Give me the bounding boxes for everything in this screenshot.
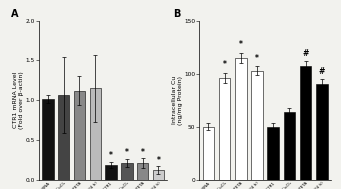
Bar	[74, 91, 85, 180]
Bar	[284, 112, 295, 180]
Bar	[58, 95, 69, 180]
Text: *: *	[157, 156, 160, 165]
Bar	[121, 163, 133, 180]
Y-axis label: CTR1 mRNA Level
(Fold over β-actin): CTR1 mRNA Level (Fold over β-actin)	[14, 71, 24, 129]
Text: *: *	[239, 40, 243, 49]
Text: *: *	[223, 60, 226, 70]
Bar	[219, 78, 231, 180]
Text: A: A	[11, 9, 18, 19]
Text: #: #	[319, 67, 325, 76]
Bar	[203, 127, 214, 180]
Bar	[90, 88, 101, 180]
Text: *: *	[141, 148, 145, 157]
Text: *: *	[109, 151, 113, 160]
Bar	[300, 66, 311, 180]
Bar	[42, 99, 54, 180]
Bar	[137, 163, 148, 180]
Text: *: *	[125, 148, 129, 157]
Text: B: B	[173, 9, 181, 19]
Bar	[251, 70, 263, 180]
Text: *: *	[255, 54, 259, 63]
Text: #: #	[302, 49, 309, 58]
Bar	[105, 165, 117, 180]
Y-axis label: Intracellular Cu
(ng/mg Protein): Intracellular Cu (ng/mg Protein)	[172, 76, 183, 125]
Bar	[235, 58, 247, 180]
Bar	[316, 84, 328, 180]
Bar	[267, 127, 279, 180]
Bar	[153, 170, 164, 180]
